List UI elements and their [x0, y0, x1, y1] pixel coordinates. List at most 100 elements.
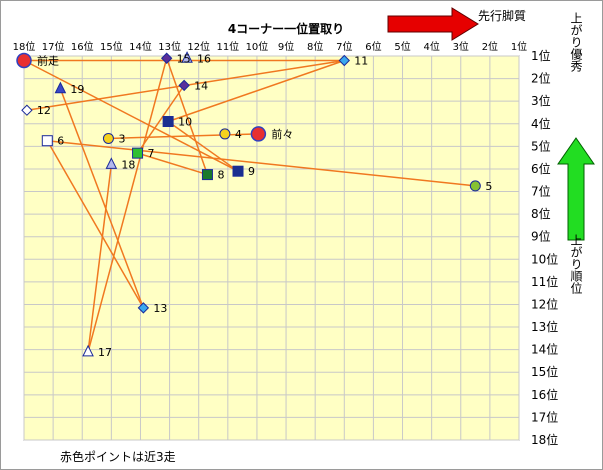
x-tick-label: 2位: [482, 40, 498, 53]
data-points: [16, 51, 481, 357]
chart-title: 4コーナー一位置取り: [228, 21, 344, 36]
x-tick-label: 7位: [336, 40, 352, 53]
y-tick-label: 6位: [531, 161, 551, 176]
connector-line: [108, 133, 259, 140]
y-tick-label: 1位: [531, 48, 551, 63]
connector-line: [87, 58, 168, 353]
y-axis-title-bottom: 上がり順位: [569, 234, 583, 294]
data-label: 前走: [37, 54, 59, 68]
connector-line: [59, 88, 145, 309]
x-tick-label: 16位: [71, 40, 94, 53]
data-label: 8: [217, 169, 224, 182]
data-point: [41, 135, 53, 147]
data-point: [102, 132, 114, 144]
data-label: 11: [354, 55, 368, 68]
x-tick-label: 1位: [511, 40, 527, 53]
y-tick-label: 14位: [531, 342, 558, 357]
x-tick-label: 9位: [278, 40, 294, 53]
connector-line: [137, 152, 208, 176]
x-tick-label: 13位: [158, 40, 181, 53]
data-point: [469, 180, 481, 192]
x-tick-label: 3位: [453, 40, 469, 53]
y-tick-label: 7位: [531, 184, 551, 199]
data-label: 10: [178, 116, 192, 129]
y-tick-labels: 1位 2位 3位 4位 5位 6位 7位 8位 9位 10位 11位 12位 13位 14位 15位 16位 1…: [531, 48, 558, 447]
y-tick-label: 4位: [531, 116, 551, 131]
data-point: [54, 81, 67, 94]
x-axis-title: 先行脚質: [478, 8, 526, 23]
y-tick-label: 3位: [531, 93, 551, 108]
x-tick-label: 6位: [365, 40, 381, 53]
data-point: [82, 344, 94, 357]
data-point: [160, 52, 173, 64]
data-label: 19: [70, 83, 84, 96]
data-label: 16: [197, 52, 211, 65]
data-label: 5: [485, 180, 492, 193]
data-label: 7: [148, 147, 155, 160]
data-label: 9: [248, 165, 255, 178]
y-tick-label: 18位: [531, 432, 558, 447]
data-point: [181, 51, 193, 63]
data-label: 3: [118, 132, 125, 145]
connector-line: [167, 120, 239, 172]
data-point-recent-race: [250, 126, 267, 142]
y-tick-label: 9位: [531, 229, 551, 244]
y-tick-label: 15位: [531, 364, 558, 379]
up-arrow-icon: [557, 137, 595, 241]
right-arrow-icon: [387, 7, 479, 41]
x-tick-label: 15位: [100, 40, 123, 53]
footnote: 赤色ポイントは近3走: [60, 450, 176, 464]
connector-line: [47, 139, 476, 187]
data-label: 4: [235, 128, 242, 141]
y-tick-label: 11位: [531, 274, 558, 289]
data-point: [232, 165, 244, 177]
data-point: [132, 147, 144, 159]
connector-line: [87, 164, 113, 352]
x-tick-label: 12位: [187, 40, 210, 53]
data-point: [219, 128, 231, 140]
connector-line: [167, 59, 345, 123]
x-tick-label: 4位: [423, 40, 439, 53]
y-tick-label: 2位: [531, 71, 551, 86]
x-tick-label: 11位: [216, 40, 239, 53]
connector-line: [46, 140, 145, 309]
data-label: 前々: [271, 127, 293, 141]
x-tick-label: 14位: [129, 40, 152, 53]
data-label: 6: [57, 135, 64, 148]
y-tick-label: 12位: [531, 296, 558, 311]
data-point: [21, 104, 33, 116]
data-label: 12: [37, 104, 51, 117]
x-tick-label: 8位: [307, 40, 323, 53]
data-point: [201, 169, 213, 181]
y-tick-label: 16位: [531, 387, 558, 402]
grid-lines: [23, 55, 520, 441]
connector-line: [165, 58, 209, 175]
data-label: 17: [98, 346, 112, 359]
x-tick-label: 5位: [394, 40, 410, 53]
data-point: [105, 157, 118, 169]
data-point: [162, 116, 174, 128]
data-point-recent-race: [16, 52, 32, 69]
data-label: 18: [121, 158, 135, 171]
connector-line: [23, 59, 239, 172]
data-label: 15: [177, 52, 191, 65]
x-tick-label: 17位: [42, 40, 65, 53]
y-axis-title-top: 上がり優秀: [569, 12, 583, 72]
data-label: 14: [194, 79, 208, 92]
connector-line: [136, 84, 185, 154]
x-tick-labels: 18位 17位 16位 15位 14位 13位 12位 11位 10位 9位 8位 7位 6位 5位 4位 3…: [13, 40, 528, 53]
y-tick-label: 17位: [531, 409, 558, 424]
y-tick-label: 5位: [531, 138, 551, 153]
data-point: [178, 79, 190, 92]
plot-area: [23, 55, 520, 441]
data-point: [137, 302, 150, 314]
y-tick-label: 8位: [531, 206, 551, 221]
y-tick-label: 13位: [531, 319, 558, 334]
x-tick-label: 10位: [246, 40, 269, 53]
data-label: 13: [153, 302, 167, 315]
x-tick-label: 18位: [13, 40, 36, 53]
data-point: [338, 54, 351, 67]
y-tick-label: 10位: [531, 251, 558, 266]
